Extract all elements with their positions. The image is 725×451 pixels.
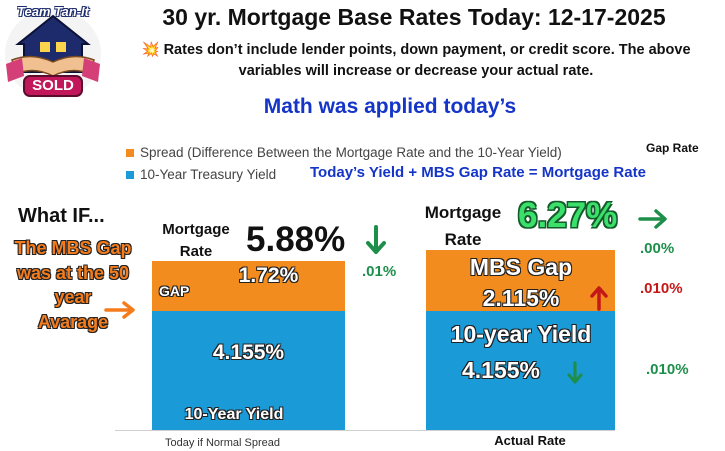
mbs-gap-question: The MBS Gap was at the 50 year Avarage: [4, 236, 142, 334]
left-rate-value: 5.88%: [246, 220, 346, 259]
bar-right-spread: [426, 250, 615, 311]
right-bar-gap-title-text: MBS Gap: [469, 254, 573, 280]
mortgage-rate-label-line: Mortgage: [424, 203, 502, 222]
logo-sold-text: SOLD: [32, 77, 74, 94]
left-change-value: .01%: [362, 263, 397, 280]
left-bar-bottom-label: 10-Year Yield: [164, 406, 304, 424]
logo-top-text: Team Tan-It: [17, 4, 89, 19]
what-if-label: What IF...: [18, 205, 105, 227]
mbs-gap-question-line: Avarage: [37, 311, 109, 332]
right-change-yield: .010%: [646, 361, 689, 378]
legend-treasury-swatch: [126, 170, 134, 179]
left-bar-bottom-text: 10-Year Yield: [184, 406, 284, 423]
mortgage-rate-label-line: Mortgage: [162, 221, 230, 238]
legend-spread-label: Spread (Difference Between the Mortgage …: [140, 145, 562, 160]
left-bar-gap-value: 1.72%: [209, 264, 329, 288]
legend-spread-swatch: [126, 148, 134, 157]
right-rate-value: 6.27%: [518, 196, 618, 235]
bar-left-yield: [152, 310, 345, 430]
right-bar-yield-value: 4.155%: [406, 357, 596, 384]
right-bar-gap-title: MBS Gap: [426, 254, 616, 281]
team-logo: Team Tan-It SOLD: [2, 2, 104, 102]
right-bar-yield-title-text: 10-year Yield: [450, 320, 592, 347]
arrow-down-green-icon: [567, 361, 583, 384]
legend-treasury-label: 10-Year Treasury Yield: [140, 167, 277, 182]
chart-baseline: [115, 430, 615, 431]
house-handshake-logo-icon: [5, 9, 101, 99]
right-change-top: .00%: [640, 240, 675, 257]
x-axis-label-right: Actual Rate: [494, 433, 566, 448]
mortgage-rate-label-line: Rate: [179, 243, 213, 260]
bar-right-yield: [426, 310, 615, 430]
left-bar-yield-text: 4.155%: [212, 340, 285, 364]
right-bar-gap-text: 2.115%: [482, 285, 560, 311]
arrow-right-green-icon: [638, 209, 667, 229]
x-axis-label-left: Today if Normal Spread: [165, 437, 280, 449]
mortgage-rate-label-line: Rate: [444, 230, 482, 249]
bar-left-spread: [152, 261, 345, 311]
disclaimer-text: Rates don’t include lender points, down …: [163, 42, 691, 79]
left-bar-gap-text: 1.72%: [238, 264, 299, 288]
left-bar-yield-value: 4.155%: [189, 341, 309, 365]
right-change-gap: .010%: [640, 280, 683, 297]
right-bar-yield-title: 10-year Yield: [426, 321, 616, 348]
arrow-up-red-icon: [590, 286, 608, 311]
legend-spread: Spread (Difference Between the Mortgage …: [126, 145, 562, 160]
explosion-icon: 💥: [141, 42, 160, 58]
legend-treasury: 10-Year Treasury Yield: [126, 167, 276, 182]
right-mortgage-rate-label: Mortgage Rate: [407, 199, 519, 253]
arrow-down-green-icon: [366, 225, 386, 254]
disclaimer-note: 💥 Rates don’t include lender points, dow…: [140, 40, 692, 82]
right-bar-yield-text: 4.155%: [461, 356, 540, 383]
mbs-gap-question-line: was at the 50: [16, 262, 130, 283]
math-subtitle: Math was applied today’s: [263, 95, 517, 118]
left-mortgage-rate-label: Mortgage Rate: [150, 219, 242, 263]
left-gap-label: GAP: [159, 283, 190, 300]
right-bar-gap-value: 2.115%: [426, 285, 616, 312]
mbs-gap-question-line: year: [54, 287, 92, 307]
page-title: 30 yr. Mortgage Base Rates Today: 12-17-…: [162, 4, 666, 30]
rate-equation: Today’s Yield + MBS Gap Rate = Mortgage …: [310, 164, 646, 181]
gap-rate-label: Gap Rate: [646, 141, 699, 155]
mbs-gap-question-line: The MBS Gap: [14, 238, 132, 258]
arrow-right-icon: [104, 301, 135, 319]
